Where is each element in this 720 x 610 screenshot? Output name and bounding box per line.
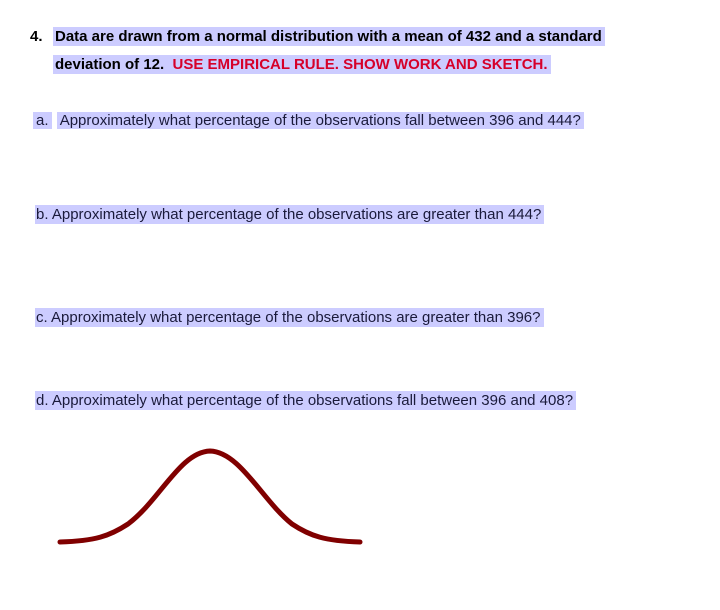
bell-curve [57,448,363,545]
problem-number: 4. [30,28,43,45]
question-text: Approximately what percentage of the obs… [51,392,574,409]
question-c: c. Approximately what percentage of the … [35,308,544,327]
question-label: c. [36,309,48,326]
problem-line-2: deviation of 12. USE EMPIRICAL RULE. SHO… [53,55,551,74]
problem-line-2-text: deviation of 12. [55,56,165,73]
question-text: Approximately what percentage of the obs… [51,206,542,223]
question-label: a. [33,112,52,129]
question-text: Approximately what percentage of the obs… [56,112,584,129]
question-label: b. [36,206,49,223]
question-text: Approximately what percentage of the obs… [51,309,541,326]
question-b: b. Approximately what percentage of the … [35,205,545,224]
question-label: d. [36,392,49,409]
question-a: a. Approximately what percentage of the … [33,111,584,130]
problem-line-1: Data are drawn from a normal distributio… [53,27,605,46]
question-d: d. Approximately what percentage of the … [35,391,577,410]
instructions: USE EMPIRICAL RULE. SHOW WORK AND SKETCH… [172,56,548,73]
